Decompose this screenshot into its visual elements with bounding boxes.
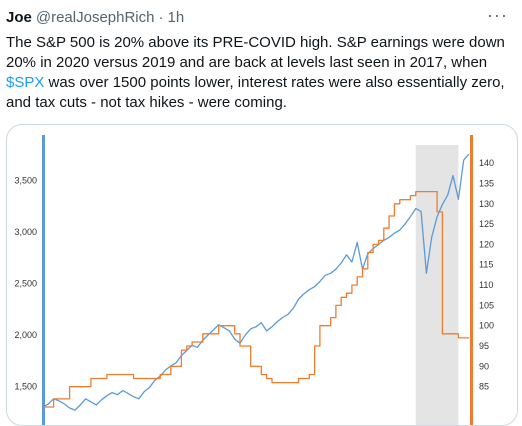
tweet-header: Joe @realJosephRich · 1h ··· — [6, 6, 512, 28]
right-axis-tick-label: 85 — [479, 382, 489, 392]
tweet-text-part-2: was over 1500 points lower, interest rat… — [6, 74, 505, 111]
right-axis-tick-label: 130 — [479, 199, 494, 209]
right-axis-tick-label: 120 — [479, 239, 494, 249]
tweet-timestamp[interactable]: 1h — [167, 8, 185, 26]
earnings-series-line — [43, 190, 469, 408]
author-name[interactable]: Joe — [6, 8, 32, 26]
right-axis-bar — [470, 135, 473, 425]
left-axis-tick-label: 3,000 — [14, 227, 37, 237]
left-axis-tick-label: 2,000 — [14, 330, 37, 340]
right-axis-tick-label: 90 — [479, 361, 489, 371]
right-axis-tick-label: 135 — [479, 178, 494, 188]
right-axis-tick-label: 115 — [479, 260, 493, 270]
earnings-vs-spx-chart: 1,500 2,000 2,500 3,000 3,500 85 90 95 100 105 110… — [14, 135, 494, 425]
right-axis-tick-label: 100 — [479, 321, 494, 331]
recession-shade — [415, 145, 459, 425]
tweet-text-part-1: The S&P 500 is 20% above its PRE-COVID h… — [6, 34, 505, 71]
more-horizontal-icon[interactable]: ··· — [487, 5, 508, 25]
left-axis-tick-label: 2,500 — [14, 279, 37, 289]
right-axis-tick-label: 110 — [479, 280, 493, 290]
left-axis-tick-label: 1,500 — [14, 381, 37, 391]
right-axis-tick-label: 125 — [479, 219, 494, 229]
right-axis-tick-label: 105 — [479, 300, 494, 310]
author-handle[interactable]: @realJosephRich — [35, 8, 155, 26]
tweet-media-image[interactable]: 1,500 2,000 2,500 3,000 3,500 85 90 95 100 105 110… — [6, 124, 518, 426]
right-axis-tick-label: 140 — [479, 158, 494, 168]
spx-series-line — [42, 153, 470, 411]
separator-dot: · — [158, 8, 164, 26]
right-axis-tick-label: 95 — [479, 341, 489, 351]
tweet-text: The S&P 500 is 20% above its PRE-COVID h… — [6, 33, 514, 113]
left-axis-bar — [42, 135, 45, 425]
left-axis-tick-label: 3,500 — [14, 176, 37, 186]
cashtag-link[interactable]: $SPX — [6, 74, 45, 91]
